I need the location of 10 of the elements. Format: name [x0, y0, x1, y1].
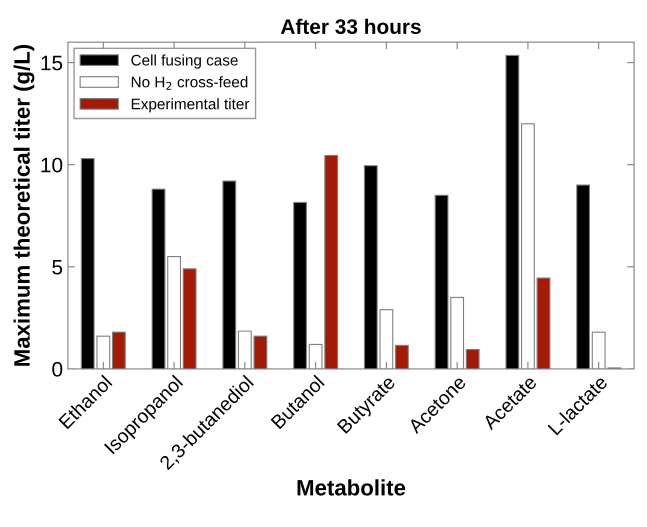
chart-title: After 33 hours — [280, 18, 421, 34]
y-axis-title: Maximum theoretical titer (g/L) — [14, 44, 34, 366]
y-tick-label: 15 — [41, 56, 62, 70]
x-axis-title: Metabolite — [298, 479, 406, 496]
legend-label: Experimental titer — [132, 98, 250, 112]
legend-label: Cell fusing case — [131, 54, 238, 69]
y-tick-label: 5 — [52, 260, 62, 275]
legend-label: No H$_{2}$ cross-feed — [132, 76, 248, 90]
y-tick-label: 10 — [41, 158, 62, 172]
y-tick-label: 0 — [52, 362, 62, 377]
